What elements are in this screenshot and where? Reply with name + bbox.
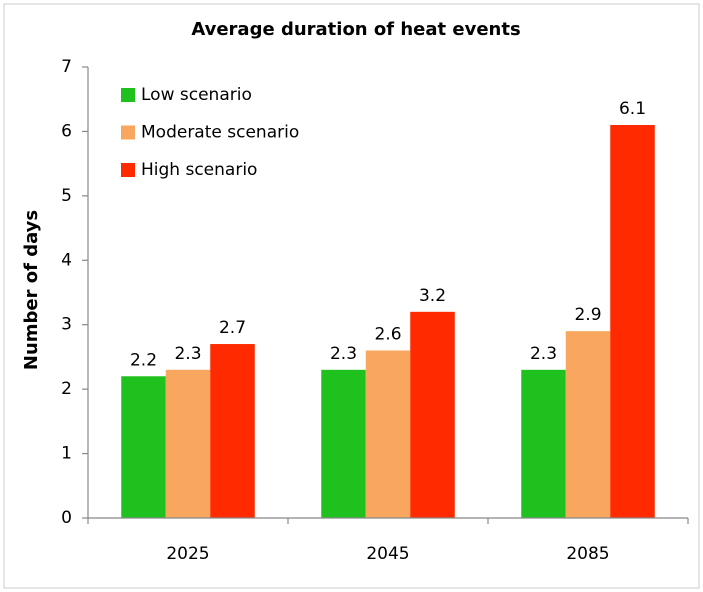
legend-label: Moderate scenario [141, 123, 299, 143]
bar [410, 311, 455, 518]
x-tick-label: 2045 [366, 544, 409, 564]
data-label: 2.9 [574, 305, 601, 325]
legend-swatch [121, 125, 135, 140]
data-label: 2.7 [219, 318, 246, 338]
y-tick-label: 7 [61, 57, 72, 77]
x-tick-label: 2025 [166, 544, 209, 564]
legend-swatch [121, 88, 135, 102]
data-label: 2.3 [174, 344, 201, 364]
x-tick-label: 2085 [566, 544, 609, 564]
y-tick-label: 1 [61, 444, 72, 464]
data-label: 2.3 [530, 344, 557, 364]
bar [165, 369, 211, 518]
bar [365, 350, 411, 518]
y-tick-label: 6 [61, 121, 72, 141]
bar [610, 124, 655, 518]
y-tick-label: 3 [61, 315, 72, 335]
bar [321, 369, 366, 518]
bar [210, 344, 255, 518]
legend-swatch [121, 163, 135, 177]
bar [565, 331, 611, 518]
data-label: 2.6 [374, 324, 401, 344]
y-tick-label: 5 [61, 186, 72, 206]
data-label: 2.3 [330, 344, 357, 364]
data-label: 2.2 [130, 350, 157, 370]
legend-label: Low scenario [141, 85, 252, 105]
legend-label: High scenario [141, 160, 257, 180]
y-tick-label: 2 [61, 379, 72, 399]
data-label: 3.2 [419, 286, 446, 306]
data-label: 6.1 [619, 99, 646, 119]
y-axis-label: Number of days [21, 210, 42, 370]
y-tick-label: 4 [61, 250, 72, 270]
chart-title: Average duration of heat events [191, 19, 520, 40]
y-tick-label: 0 [61, 508, 72, 528]
bar [121, 376, 166, 518]
bar [521, 369, 566, 518]
